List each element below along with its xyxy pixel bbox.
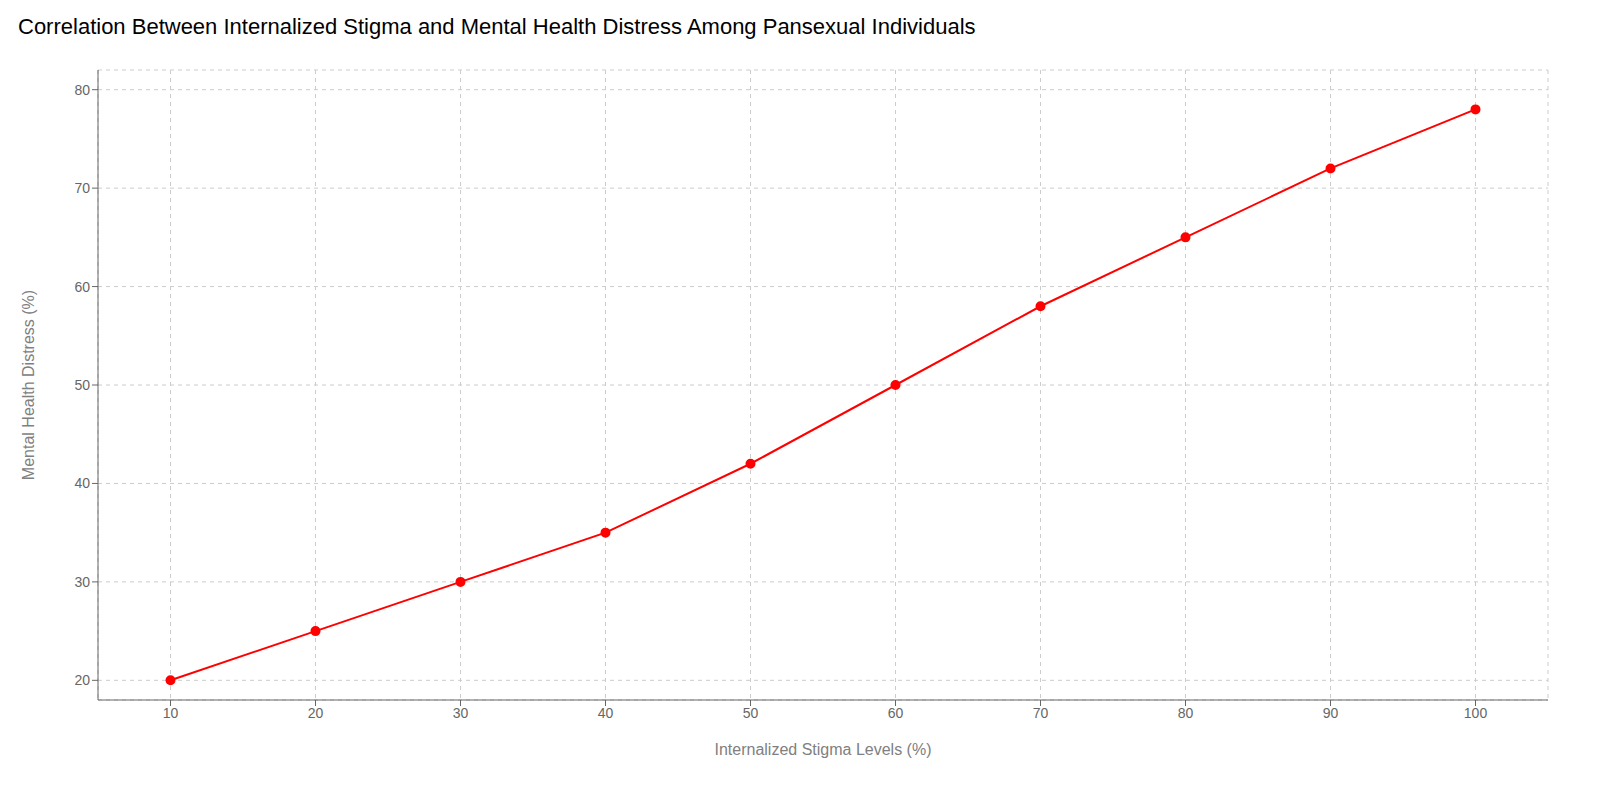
svg-text:40: 40 bbox=[74, 475, 90, 491]
svg-text:80: 80 bbox=[74, 82, 90, 98]
html-text:Correlation Between Internaliz: Correlation Between Internalized Stigma … bbox=[18, 14, 976, 39]
svg-text:20: 20 bbox=[308, 705, 324, 721]
svg-text:30: 30 bbox=[74, 574, 90, 590]
svg-text:50: 50 bbox=[74, 377, 90, 393]
svg-text:80: 80 bbox=[1178, 705, 1194, 721]
svg-text:30: 30 bbox=[453, 705, 469, 721]
svg-text:20: 20 bbox=[74, 672, 90, 688]
svg-text:90: 90 bbox=[1323, 705, 1339, 721]
svg-text:70: 70 bbox=[74, 180, 90, 196]
svg-text:40: 40 bbox=[598, 705, 614, 721]
svg-text:100: 100 bbox=[1464, 705, 1488, 721]
svg-text:70: 70 bbox=[1033, 705, 1049, 721]
svg-text:Mental Health Distress (%): Mental Health Distress (%) bbox=[20, 290, 37, 480]
svg-text:50: 50 bbox=[743, 705, 759, 721]
svg-text:60: 60 bbox=[888, 705, 904, 721]
svg-text:60: 60 bbox=[74, 279, 90, 295]
svg-text:10: 10 bbox=[163, 705, 179, 721]
svg-text:Internalized Stigma Levels (%): Internalized Stigma Levels (%) bbox=[715, 741, 932, 758]
